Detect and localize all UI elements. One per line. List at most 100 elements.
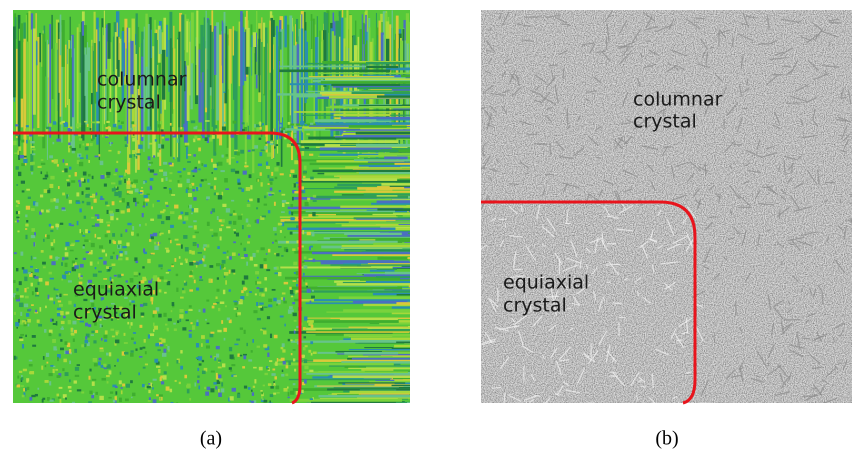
grain	[256, 317, 261, 321]
grain	[264, 145, 268, 150]
grain	[261, 17, 263, 138]
dendrite	[744, 162, 750, 167]
grain	[153, 325, 158, 330]
grain	[300, 140, 399, 144]
grain	[154, 33, 158, 134]
grain	[244, 161, 247, 164]
grain	[247, 200, 250, 203]
grain	[369, 269, 395, 272]
grain	[46, 397, 50, 401]
grain	[91, 39, 93, 93]
grain	[297, 278, 299, 281]
grain	[312, 18, 315, 93]
grain	[296, 325, 301, 328]
dendrite	[694, 199, 701, 206]
grain	[85, 333, 90, 338]
grain	[283, 300, 287, 304]
grain	[221, 382, 224, 387]
grain	[353, 159, 410, 162]
grain	[124, 398, 129, 402]
grain	[261, 395, 263, 399]
grain	[363, 137, 397, 140]
grain	[295, 181, 301, 184]
grain	[196, 322, 199, 327]
grain	[243, 329, 246, 334]
grain	[270, 192, 275, 195]
grain	[30, 265, 34, 268]
grain	[306, 133, 310, 136]
grain	[376, 268, 397, 270]
grain	[59, 14, 62, 56]
grain	[58, 38, 60, 93]
grain	[290, 295, 294, 298]
grain	[250, 389, 253, 392]
grain	[88, 375, 91, 380]
grain	[108, 127, 112, 132]
grain	[189, 262, 194, 266]
grain	[75, 123, 80, 128]
grain	[246, 261, 249, 266]
grain	[67, 182, 71, 187]
grain	[359, 171, 410, 174]
grain	[259, 288, 264, 292]
grain	[197, 138, 201, 141]
grain	[216, 134, 221, 139]
grain	[293, 183, 296, 188]
grain	[26, 220, 29, 223]
grain	[223, 337, 226, 341]
grain	[86, 47, 91, 71]
grain	[32, 128, 36, 132]
grain	[48, 208, 51, 211]
grain	[147, 258, 151, 264]
grain	[171, 302, 175, 306]
grain	[266, 192, 269, 195]
grain	[82, 257, 86, 260]
grain	[193, 197, 197, 201]
dendrite	[694, 17, 706, 20]
grain	[106, 306, 108, 311]
grain	[329, 237, 410, 241]
grain	[132, 124, 137, 127]
grain	[94, 233, 97, 238]
grain	[43, 189, 48, 193]
dendrite	[788, 349, 804, 358]
grain	[155, 307, 160, 312]
grain	[86, 342, 90, 347]
grain	[194, 231, 199, 234]
grain	[408, 285, 410, 288]
grain	[58, 303, 63, 307]
grain	[55, 294, 59, 297]
grain	[38, 277, 43, 282]
grain	[270, 193, 274, 196]
grain	[262, 330, 267, 335]
grain	[170, 401, 174, 403]
grain	[120, 233, 123, 237]
grain	[125, 383, 130, 388]
grain	[287, 121, 291, 125]
dendrite	[668, 18, 675, 30]
dendrite	[779, 47, 793, 57]
dendrite	[826, 236, 830, 242]
dendrite	[481, 167, 486, 170]
dendrite	[786, 70, 792, 76]
grain	[99, 323, 102, 328]
grain	[280, 49, 282, 123]
grain	[64, 44, 67, 108]
grain	[19, 155, 24, 159]
grain	[224, 305, 227, 308]
grain	[280, 130, 285, 133]
grain	[179, 317, 182, 323]
dendrite	[498, 218, 507, 221]
grain	[116, 358, 119, 362]
grain	[135, 348, 138, 351]
dendrite	[848, 193, 852, 197]
grain	[266, 269, 271, 272]
grain	[61, 278, 64, 281]
dendrite	[546, 106, 553, 111]
grain	[198, 385, 201, 390]
grain	[106, 381, 109, 384]
grain	[61, 274, 67, 280]
grain	[58, 373, 62, 377]
grain	[242, 128, 245, 132]
grain	[54, 205, 59, 209]
